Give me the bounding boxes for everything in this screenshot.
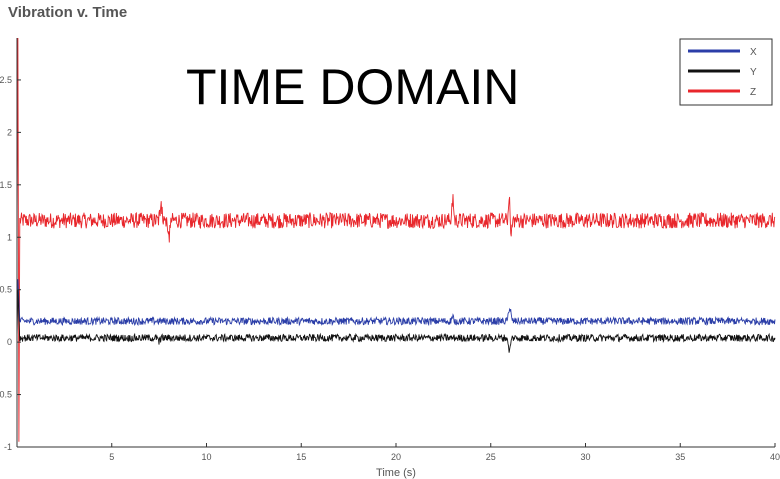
y-tick-label: 2 <box>7 127 12 137</box>
series-line-z <box>16 37 776 442</box>
x-tick-label: 30 <box>580 452 590 462</box>
x-tick-label: 15 <box>296 452 306 462</box>
legend-label-y: Y <box>750 67 757 78</box>
x-axis-label: Time (s) <box>376 467 416 479</box>
x-tick-label: 20 <box>391 452 401 462</box>
overlay-text: TIME DOMAIN <box>186 59 520 115</box>
y-tick-label: 0 <box>7 337 12 347</box>
x-tick-label: 10 <box>201 452 211 462</box>
legend-label-z: Z <box>750 87 756 98</box>
series-line-y <box>16 289 776 353</box>
series-line-x <box>16 279 776 327</box>
legend-label-x: X <box>750 47 757 58</box>
x-tick-label: 40 <box>770 452 780 462</box>
x-tick-label: 25 <box>486 452 496 462</box>
y-tick-label: 0.5 <box>0 285 12 295</box>
x-tick-label: 35 <box>675 452 685 462</box>
x-tick-label: 5 <box>109 452 114 462</box>
y-tick-label: 0.5 <box>0 390 12 400</box>
y-tick-label: -1 <box>4 442 12 452</box>
y-tick-label: 1 <box>7 232 12 242</box>
y-tick-label: 1.5 <box>0 180 12 190</box>
y-tick-label: 2.5 <box>0 75 12 85</box>
chart-title: Vibration v. Time <box>8 4 128 21</box>
